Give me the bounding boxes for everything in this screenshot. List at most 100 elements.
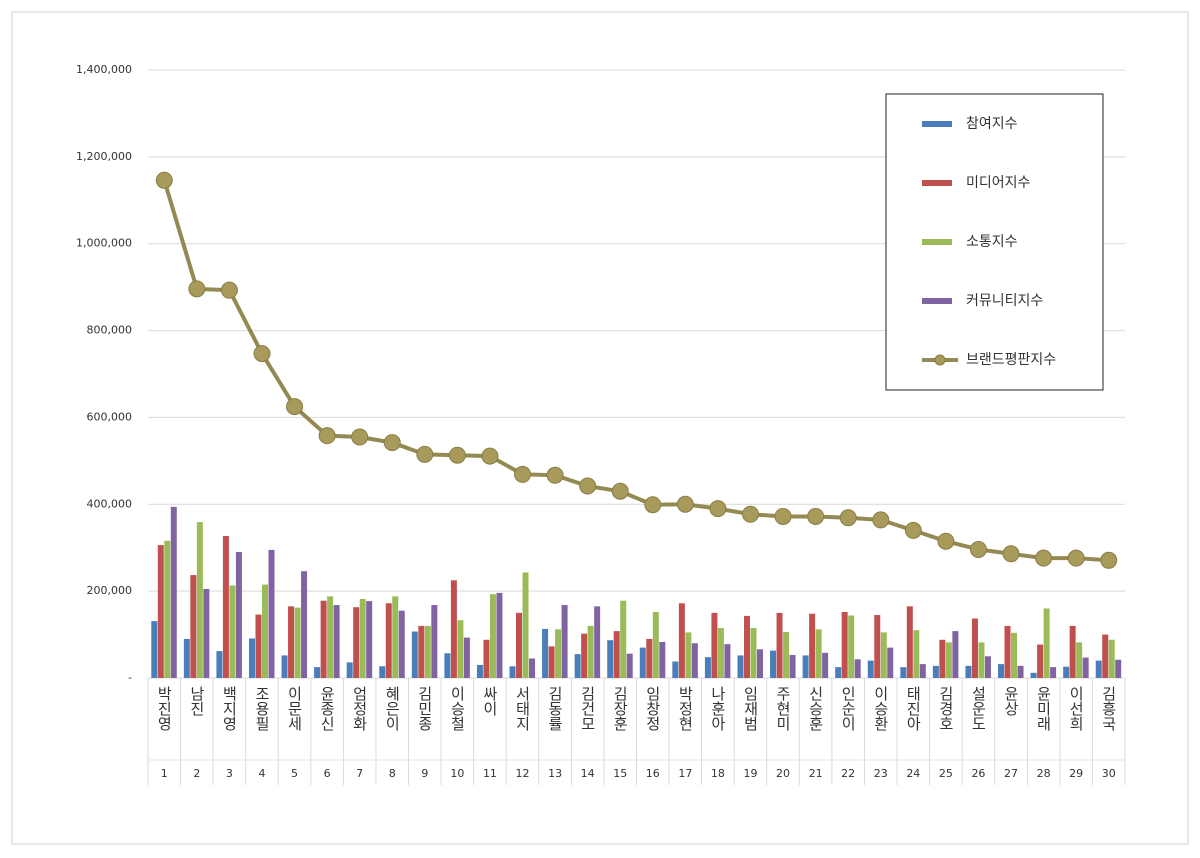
rank-label: 23: [874, 767, 888, 780]
x-tick-label: 설운도: [969, 686, 987, 731]
x-tick-label: 주현미: [774, 686, 792, 731]
bar: [1043, 608, 1050, 678]
bar: [932, 665, 939, 678]
marker: [383, 434, 401, 452]
bar: [457, 620, 464, 678]
bar: [998, 664, 1005, 678]
bar: [222, 535, 229, 678]
bar: [1030, 672, 1037, 678]
legend-swatch: [922, 180, 952, 186]
rank-label: 1: [161, 767, 168, 780]
rank-label: 26: [971, 767, 985, 780]
bar: [776, 612, 783, 678]
bar: [229, 585, 236, 678]
bar: [802, 655, 809, 678]
marker: [741, 505, 759, 523]
bar: [1063, 666, 1070, 678]
rank-label: 3: [226, 767, 233, 780]
bar: [880, 632, 887, 678]
marker: [1100, 551, 1118, 569]
rank-label: 21: [809, 767, 823, 780]
bar: [353, 607, 360, 678]
marker: [351, 428, 369, 446]
x-tick-label: 윤종신: [318, 686, 336, 731]
bar: [190, 575, 197, 678]
bar: [743, 615, 750, 678]
rank-label: 2: [193, 767, 200, 780]
x-tick-label: 김장훈: [611, 686, 629, 731]
bar: [170, 506, 177, 678]
x-tick-label: 조용필: [253, 686, 271, 731]
rank-label: 19: [743, 767, 757, 780]
bar: [385, 603, 392, 678]
bar: [711, 612, 718, 678]
bar: [418, 625, 425, 678]
bar: [659, 641, 666, 678]
rank-label: 6: [324, 767, 331, 780]
bar: [717, 628, 724, 678]
x-tick-label: 백지영: [220, 686, 238, 731]
bar: [1108, 639, 1115, 678]
bar: [607, 640, 614, 678]
rank-label: 16: [646, 767, 660, 780]
bar: [783, 631, 790, 678]
bar: [809, 613, 816, 678]
bar: [652, 611, 659, 678]
x-tick-label: 이선희: [1067, 686, 1085, 731]
legend-label: 커뮤니티지수: [966, 293, 1043, 309]
bar: [1102, 634, 1109, 678]
legend-swatch: [922, 239, 952, 245]
x-tick-label: 윤상: [1002, 686, 1020, 716]
rank-label: 15: [613, 767, 627, 780]
x-tick-label: 이승환: [872, 686, 890, 731]
x-tick-label: 엄정화: [351, 686, 369, 731]
rank-label: 17: [678, 767, 692, 780]
rank-label: 28: [1037, 767, 1051, 780]
bar: [939, 639, 946, 678]
bar: [900, 667, 907, 678]
bar: [320, 600, 327, 678]
bar: [366, 601, 373, 678]
rank-label: 4: [258, 767, 265, 780]
marker: [937, 532, 955, 550]
marker: [220, 281, 238, 299]
bar: [398, 610, 405, 678]
marker: [969, 540, 987, 558]
bar: [965, 665, 972, 678]
bar: [476, 664, 483, 678]
marker: [644, 496, 662, 514]
marker: [253, 345, 271, 363]
x-tick-label: 남진: [188, 686, 206, 716]
rank-label: 8: [389, 767, 396, 780]
marker: [546, 466, 564, 484]
legend-label: 브랜드평판지수: [966, 352, 1056, 368]
marker: [1035, 549, 1053, 567]
marker: [807, 507, 825, 525]
marker: [318, 427, 336, 445]
x-tick-label: 이문세: [286, 686, 304, 731]
bar: [613, 631, 620, 678]
y-tick-label: 1,400,000: [76, 63, 132, 76]
bar: [288, 606, 295, 678]
bar: [463, 637, 470, 678]
x-tick-label: 임재범: [741, 686, 759, 731]
bar: [183, 638, 190, 678]
bar: [444, 653, 451, 678]
bar: [822, 652, 829, 678]
rank-label: 9: [421, 767, 428, 780]
bar: [333, 605, 340, 678]
legend-label: 소통지수: [966, 234, 1018, 250]
bar: [874, 615, 881, 678]
bar: [906, 606, 913, 678]
x-tick-label: 임창정: [644, 686, 662, 731]
legend-swatch: [922, 121, 952, 127]
marker: [155, 171, 173, 189]
bar: [314, 667, 321, 678]
bar: [848, 615, 855, 678]
bar: [431, 605, 438, 678]
bar: [626, 653, 633, 678]
bar: [594, 606, 601, 678]
marker: [611, 482, 629, 500]
rank-label: 24: [906, 767, 920, 780]
bar: [952, 631, 959, 678]
